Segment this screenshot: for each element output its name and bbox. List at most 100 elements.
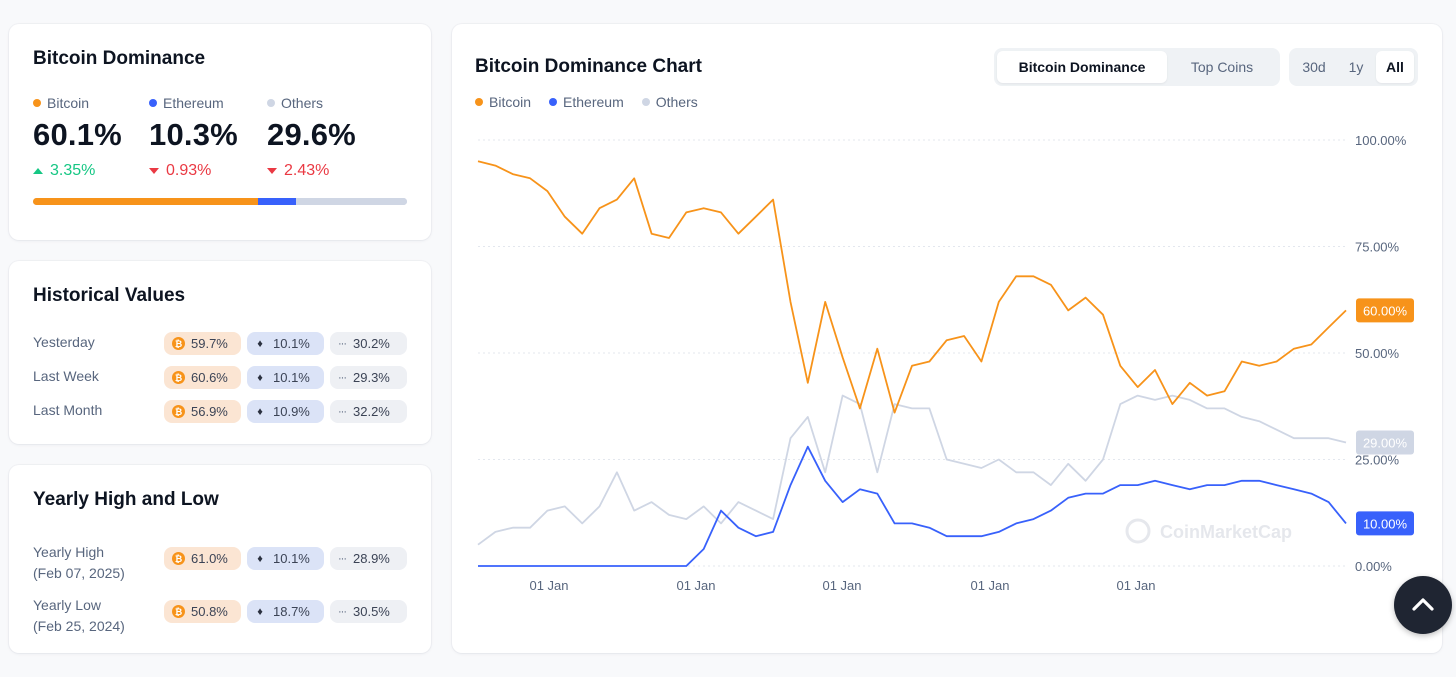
bitcoin-icon: ₿ xyxy=(172,552,185,565)
others-chip: ··· 28.9% xyxy=(330,547,407,570)
btc-value: 59.7% xyxy=(191,336,228,351)
others-value: 32.2% xyxy=(353,404,390,419)
btc-chip: ₿ 59.7% xyxy=(164,332,241,355)
row-label: Yearly High xyxy=(33,544,105,560)
others-chip: ··· 30.2% xyxy=(330,332,407,355)
ethereum-icon: ♦ xyxy=(257,605,263,618)
eth-value: 10.1% xyxy=(273,551,310,566)
eth-value: 10.1% xyxy=(273,370,310,385)
end-label-ethereum: 10.00% xyxy=(1363,516,1408,531)
dominance-ethereum: Ethereum 10.3% 0.93% xyxy=(149,95,269,180)
ethereum-change: 0.93% xyxy=(166,162,212,179)
bitcoin-icon: ₿ xyxy=(172,371,185,384)
btc-chip: ₿ 60.6% xyxy=(164,366,241,389)
dominance-bar-ethereum xyxy=(257,198,297,205)
chart-title: Bitcoin Dominance Chart xyxy=(475,56,702,77)
others-chip: ··· 32.2% xyxy=(330,400,407,423)
historical-row: Last Month ₿ 56.9% ♦ 10.9% ··· 32.2% xyxy=(33,400,407,424)
btc-chip: ₿ 56.9% xyxy=(164,400,241,423)
eth-value: 18.7% xyxy=(273,604,310,619)
btc-value: 56.9% xyxy=(191,404,228,419)
ellipsis-icon: ··· xyxy=(338,552,347,565)
historical-values-title: Historical Values xyxy=(33,285,186,306)
dominance-bar-bitcoin xyxy=(33,198,258,205)
others-value: 28.9% xyxy=(353,551,390,566)
y-tick-label: 75.00% xyxy=(1355,240,1400,255)
row-label: Yearly Low xyxy=(33,597,101,613)
triangle-up-icon xyxy=(33,168,43,174)
dominance-title: Bitcoin Dominance xyxy=(33,48,206,69)
ethereum-dominance-value: 10.3% xyxy=(149,117,238,152)
dominance-others: Others 29.6% 2.43% xyxy=(267,95,387,180)
end-label-others: 29.00% xyxy=(1363,435,1408,450)
others-dot-icon xyxy=(641,98,650,106)
tab-bitcoin-dominance[interactable]: Bitcoin Dominance xyxy=(997,51,1167,83)
scroll-to-top-button[interactable] xyxy=(1394,576,1452,634)
x-tick-label: 01 Jan xyxy=(529,578,568,593)
btc-value: 60.6% xyxy=(191,370,228,385)
dominance-bar-others xyxy=(296,198,407,205)
ethereum-icon: ♦ xyxy=(257,337,263,350)
dominance-chart: 100.00% 75.00% 50.00% 25.00% 0.00% 01 Jan 01 J… xyxy=(477,133,1414,593)
tab-top-coins[interactable]: Top Coins xyxy=(1190,59,1254,75)
others-dot-icon xyxy=(267,99,275,107)
row-label: Last Month xyxy=(33,402,103,418)
legend-label: Bitcoin xyxy=(489,94,532,110)
triangle-down-icon xyxy=(267,168,277,174)
yearly-row: Yearly High (Feb 07, 2025) ₿ 61.0% ♦ 10.1%… xyxy=(33,544,407,587)
x-tick-label: 01 Jan xyxy=(822,578,861,593)
yearly-high-low-title: Yearly High and Low xyxy=(33,489,219,510)
end-label-badge-bitcoin xyxy=(1356,298,1414,323)
btc-value: 50.8% xyxy=(191,604,228,619)
dominance-bitcoin: Bitcoin 60.1% 3.35% xyxy=(33,95,153,180)
others-value: 29.3% xyxy=(353,370,390,385)
ethereum-icon: ♦ xyxy=(257,371,263,384)
legend-others[interactable]: Others xyxy=(641,94,698,110)
row-date: (Feb 25, 2024) xyxy=(33,618,125,634)
x-tick-label: 01 Jan xyxy=(676,578,715,593)
historical-values-card: Historical Values Yesterday ₿ 59.7% ♦ 10.1… xyxy=(9,261,431,444)
row-label: Last Week xyxy=(33,368,99,384)
bitcoin-dominance-value: 60.1% xyxy=(33,117,122,152)
dominance-card: Bitcoin Dominance Bitcoin 60.1% 3.35% Et… xyxy=(9,24,431,240)
ethereum-label: Ethereum xyxy=(163,95,224,111)
btc-value: 61.0% xyxy=(191,551,228,566)
bitcoin-icon: ₿ xyxy=(172,405,185,418)
others-change: 2.43% xyxy=(284,162,330,179)
ellipsis-icon: ··· xyxy=(338,371,347,384)
dominance-values: Bitcoin 60.1% 3.35% Ethereum 10.3% 0.93%… xyxy=(33,95,407,185)
others-chip: ··· 29.3% xyxy=(330,366,407,389)
eth-chip: ♦ 10.9% xyxy=(247,400,324,423)
historical-row: Last Week ₿ 60.6% ♦ 10.1% ··· 29.3% xyxy=(33,366,407,390)
range-all-button[interactable]: All xyxy=(1376,51,1414,83)
bitcoin-icon: ₿ xyxy=(172,605,185,618)
end-label-badge-ethereum xyxy=(1356,511,1414,536)
row-label: Yesterday xyxy=(33,334,95,350)
ethereum-dot-icon xyxy=(149,99,157,107)
watermark-text: CoinMarketCap xyxy=(1160,522,1292,542)
range-30d-button[interactable]: 30d xyxy=(1302,59,1326,75)
ellipsis-icon: ··· xyxy=(338,405,347,418)
series-line-others xyxy=(477,394,1347,546)
legend-ethereum[interactable]: Ethereum xyxy=(549,94,624,110)
others-dominance-value: 29.6% xyxy=(267,117,356,152)
legend-bitcoin[interactable]: Bitcoin xyxy=(475,94,531,110)
y-tick-label: 0.00% xyxy=(1355,559,1392,574)
legend-label: Others xyxy=(655,94,698,110)
range-1y-button[interactable]: 1y xyxy=(1348,59,1364,75)
btc-chip: ₿ 50.8% xyxy=(164,600,241,623)
historical-row: Yesterday ₿ 59.7% ♦ 10.1% ··· 30.2% xyxy=(33,332,407,356)
row-date: (Feb 07, 2025) xyxy=(33,565,125,581)
yearly-row: Yearly Low (Feb 25, 2024) ₿ 50.8% ♦ 18.7% … xyxy=(33,597,407,640)
ethereum-icon: ♦ xyxy=(257,552,263,565)
triangle-down-icon xyxy=(149,168,159,174)
eth-value: 10.9% xyxy=(273,404,310,419)
x-tick-label: 01 Jan xyxy=(1116,578,1155,593)
ellipsis-icon: ··· xyxy=(338,605,347,618)
eth-chip: ♦ 18.7% xyxy=(247,600,324,623)
coinmarketcap-watermark: CoinMarketCap xyxy=(1125,518,1292,544)
end-label-bitcoin: 60.00% xyxy=(1363,303,1408,318)
others-chip: ··· 30.5% xyxy=(330,600,407,623)
y-tick-label: 100.00% xyxy=(1355,133,1407,148)
bitcoin-change: 3.35% xyxy=(50,162,96,179)
